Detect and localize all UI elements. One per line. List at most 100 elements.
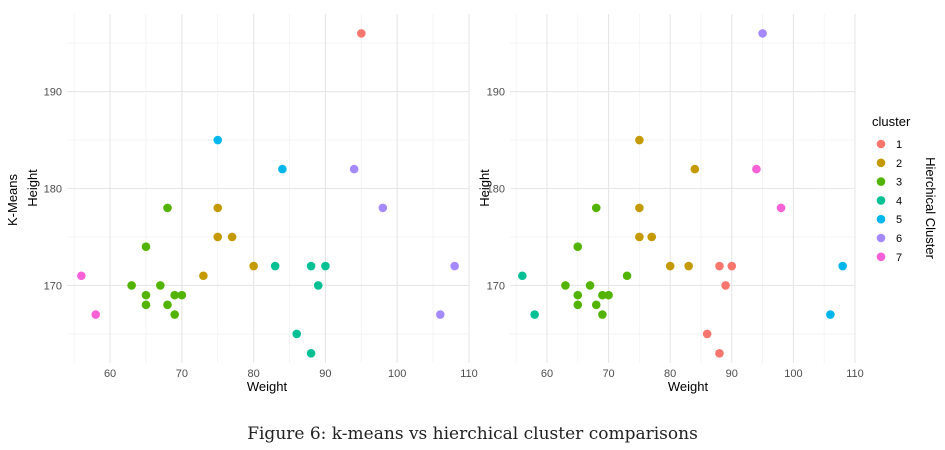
data-point-cluster-3 — [127, 281, 136, 290]
legend-label-1: 1 — [896, 139, 902, 151]
data-point-cluster-4 — [270, 261, 280, 271]
gridlines — [67, 14, 470, 363]
data-point-cluster-2 — [249, 261, 258, 271]
data-point-cluster-2 — [635, 203, 644, 213]
data-point-cluster-3 — [591, 300, 601, 310]
data-points — [518, 29, 847, 358]
x-tick-label: 90 — [726, 368, 738, 380]
data-point-cluster-5 — [838, 261, 847, 271]
legend-label-5: 5 — [896, 214, 902, 226]
y-axis-title-left: Height — [25, 169, 40, 207]
data-point-cluster-3 — [585, 281, 595, 290]
data-point-cluster-3 — [156, 281, 165, 290]
data-point-cluster-4 — [321, 261, 330, 271]
data-point-cluster-6 — [450, 261, 459, 271]
cluster-legend: cluster 1 2 3 4 5 6 7 — [872, 114, 911, 264]
data-point-cluster-6 — [435, 310, 445, 319]
legend-key-2 — [876, 158, 886, 168]
data-point-cluster-2 — [635, 135, 644, 145]
data-point-cluster-2 — [213, 232, 223, 242]
data-point-cluster-1 — [727, 261, 737, 271]
legend-label-6: 6 — [896, 233, 902, 245]
data-point-cluster-3 — [598, 290, 607, 300]
data-point-cluster-5 — [826, 310, 835, 319]
data-point-cluster-5 — [213, 135, 223, 145]
x-tick-label: 110 — [460, 368, 478, 380]
y-tick-label: 170 — [487, 280, 505, 292]
data-point-cluster-4 — [313, 281, 323, 290]
data-point-cluster-3 — [573, 242, 583, 251]
data-point-cluster-1 — [715, 349, 724, 358]
legend-title: cluster — [872, 114, 911, 129]
x-tick-label: 80 — [248, 368, 260, 380]
data-point-cluster-3 — [591, 203, 601, 213]
data-point-cluster-3 — [170, 290, 179, 300]
data-point-cluster-7 — [776, 203, 786, 213]
hierarchical-panel: 60 70 80 90 100 110 170 180 190 — [487, 14, 864, 380]
data-point-cluster-3 — [163, 300, 172, 310]
legend-label-4: 4 — [896, 195, 902, 207]
x-axis-title-left: Weight — [247, 379, 288, 394]
data-point-cluster-4 — [530, 310, 539, 319]
x-tick-label: 100 — [388, 368, 406, 380]
figure-caption: Figure 6: k-means vs hierchical cluster … — [247, 424, 698, 444]
data-point-cluster-3 — [141, 300, 151, 310]
data-point-cluster-2 — [213, 203, 223, 213]
data-point-cluster-2 — [227, 232, 237, 242]
data-point-cluster-2 — [199, 271, 208, 281]
data-point-cluster-2 — [665, 261, 675, 271]
data-point-cluster-6 — [378, 203, 388, 213]
x-tick-label: 60 — [104, 368, 116, 380]
data-point-cluster-3 — [598, 310, 607, 319]
x-tick-label: 110 — [846, 368, 864, 380]
data-point-cluster-4 — [292, 329, 302, 339]
y-tick-label: 190 — [44, 87, 62, 99]
x-tick-label: 60 — [541, 368, 553, 380]
legend-label-3: 3 — [896, 177, 902, 189]
data-point-cluster-3 — [573, 300, 583, 310]
data-point-cluster-3 — [141, 290, 151, 300]
legend-label-7: 7 — [896, 252, 902, 264]
kmeans-panel: 60 70 80 90 100 110 170 180 190 — [44, 14, 478, 380]
data-point-cluster-5 — [278, 164, 287, 174]
x-tick-label: 80 — [664, 368, 676, 380]
x-axis-title-right: Weight — [668, 379, 709, 394]
legend-key-5 — [876, 214, 886, 224]
data-point-cluster-2 — [684, 261, 693, 271]
data-point-cluster-3 — [561, 281, 570, 290]
data-point-cluster-4 — [518, 271, 527, 281]
y-axis-title-right: Height — [477, 169, 492, 207]
y-tick-label: 170 — [44, 280, 62, 292]
y-tick-label: 180 — [44, 184, 62, 196]
legend-key-6 — [876, 233, 886, 243]
data-point-cluster-1 — [715, 261, 724, 271]
legend-key-1 — [876, 139, 886, 149]
kmeans-strip-label: K-Means — [5, 173, 20, 226]
data-point-cluster-6 — [758, 29, 767, 38]
y-tick-label: 180 — [487, 184, 505, 196]
gridlines — [510, 14, 856, 363]
data-point-cluster-3 — [604, 290, 613, 300]
data-point-cluster-1 — [721, 281, 730, 290]
data-point-cluster-6 — [349, 164, 359, 174]
legend-key-3 — [876, 177, 886, 186]
data-point-cluster-2 — [635, 232, 644, 242]
legend-key-4 — [876, 196, 886, 205]
data-point-cluster-3 — [177, 290, 187, 300]
data-point-cluster-7 — [752, 164, 761, 174]
data-point-cluster-1 — [702, 329, 712, 339]
hierarchical-strip-label: Hierchical Cluster — [923, 157, 938, 260]
data-point-cluster-3 — [170, 310, 179, 319]
data-point-cluster-4 — [306, 349, 316, 358]
data-points — [77, 29, 459, 358]
data-point-cluster-3 — [163, 203, 172, 213]
data-point-cluster-1 — [357, 29, 366, 38]
legend-label-2: 2 — [896, 158, 902, 170]
y-tick-label: 190 — [487, 87, 505, 99]
legend-key-7 — [876, 252, 886, 262]
data-point-cluster-2 — [690, 164, 700, 174]
data-point-cluster-2 — [647, 232, 656, 242]
data-point-cluster-7 — [77, 271, 86, 281]
x-tick-label: 70 — [176, 368, 188, 380]
